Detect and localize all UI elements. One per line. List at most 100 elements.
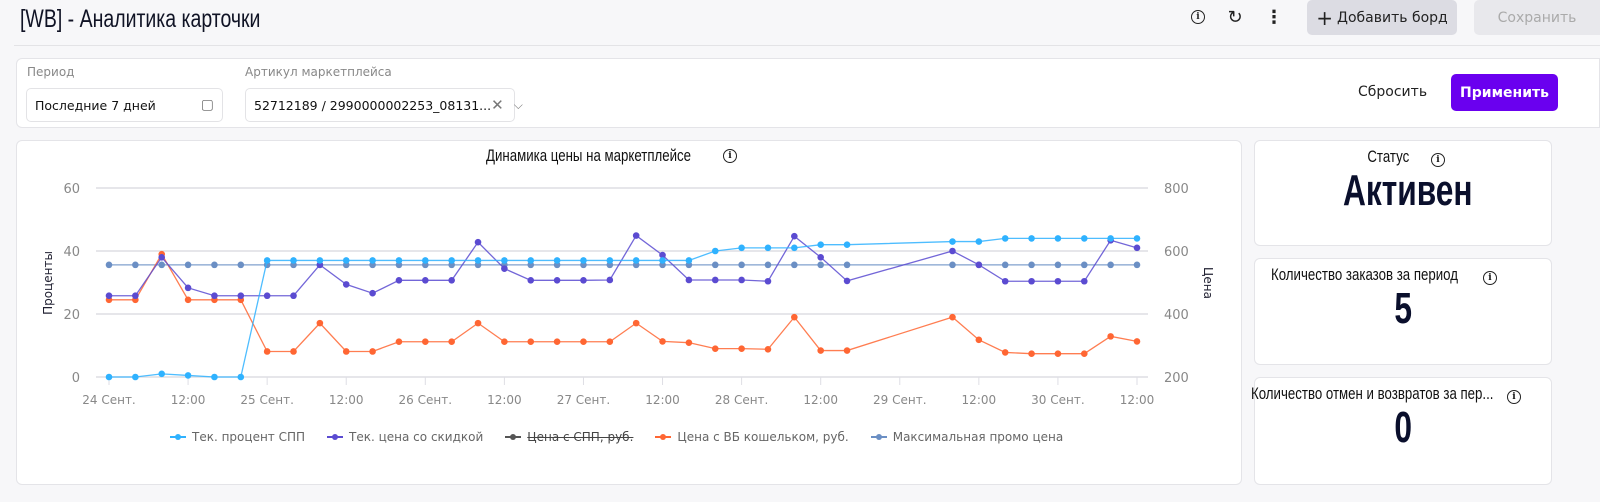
chart-legend: Тек. процент СПП Тек. цена со скидкой Цена… [170, 430, 1063, 444]
returns-value: 0 [1394, 403, 1412, 452]
x-tick-label: 12:00 [962, 393, 997, 407]
data-point [132, 373, 139, 381]
divider [14, 45, 1600, 46]
data-point [949, 247, 956, 255]
article-value: 52712189 / 2990000002253_08131... [254, 97, 492, 113]
data-point [395, 257, 403, 264]
data-point [184, 284, 192, 292]
x-tick-label: 12:00 [803, 393, 838, 407]
info-icon[interactable]: i [1431, 153, 1445, 167]
data-point [711, 276, 719, 284]
data-point [395, 276, 403, 284]
data-point [1028, 261, 1035, 269]
data-point [1107, 333, 1114, 340]
data-point [843, 261, 851, 269]
status-card: Статус i Активен [1254, 140, 1552, 246]
info-icon[interactable]: i [1187, 6, 1209, 28]
data-point [501, 338, 508, 346]
x-tick-label: 12:00 [1120, 393, 1155, 407]
period-select[interactable]: Последние 7 дней ▢ [26, 88, 223, 122]
data-point [448, 338, 455, 346]
data-point [448, 276, 455, 284]
legend-marker-icon [170, 434, 186, 440]
chevron-down-icon[interactable]: ⌵ [513, 97, 523, 112]
card-title: Количество заказов за период [1271, 265, 1459, 284]
data-point [105, 292, 113, 300]
data-point [580, 276, 587, 284]
clear-icon[interactable]: ✕ [491, 96, 504, 114]
x-tick-label: 29 Сент. [873, 393, 927, 407]
data-point [791, 232, 798, 240]
data-point [764, 277, 772, 285]
y-axis-label: Проценты [41, 251, 55, 315]
series-line [109, 234, 1138, 297]
info-icon[interactable]: i [723, 149, 737, 163]
data-point [422, 257, 429, 264]
data-point [448, 257, 455, 264]
apply-button[interactable]: Применить [1451, 74, 1558, 111]
data-point [527, 276, 535, 284]
reset-button[interactable]: Сбросить [1358, 84, 1428, 100]
data-point [369, 257, 376, 264]
x-tick-label: 25 Сент. [240, 393, 294, 407]
data-point [527, 338, 535, 346]
more-vertical-icon[interactable]: ⋮ [1265, 6, 1283, 28]
data-point [369, 289, 376, 297]
data-point [184, 372, 192, 379]
data-point [606, 338, 614, 346]
data-point [606, 257, 614, 264]
y-tick-label: 40 [63, 245, 80, 260]
legend-item[interactable]: Цена с ВБ кошельком, руб. [655, 430, 849, 444]
data-point [1080, 277, 1088, 285]
x-tick-label: 12:00 [645, 393, 680, 407]
data-point [606, 276, 614, 284]
period-label: Период [27, 65, 75, 79]
y-right-tick-label: 200 [1164, 371, 1189, 386]
card-title: Статус [1367, 147, 1410, 166]
legend-item[interactable]: Максимальная промо цена [870, 430, 1063, 444]
data-point [1028, 350, 1035, 357]
data-point [316, 319, 324, 327]
x-tick-label: 28 Сент. [715, 393, 769, 407]
data-point [1054, 235, 1062, 242]
add-board-button[interactable]: + Добавить борд [1307, 0, 1457, 35]
chart-title: Динамика цены на маркетплейсе i [486, 146, 737, 166]
legend-item[interactable]: Цена с СПП, руб. [505, 430, 633, 444]
info-icon[interactable]: i [1507, 390, 1521, 404]
legend-label: Тек. цена со скидкой [349, 430, 484, 444]
x-tick-label: 24 Сент. [82, 393, 136, 407]
legend-item[interactable]: Тек. цена со скидкой [327, 430, 483, 444]
data-point [1107, 261, 1114, 269]
data-point [949, 261, 956, 269]
data-point [817, 261, 824, 269]
article-select[interactable]: 52712189 / 2990000002253_08131... ✕ ⌵ [245, 88, 523, 122]
y-tick-label: 60 [63, 182, 80, 197]
legend-item[interactable]: Тек. процент СПП [170, 430, 305, 444]
data-point [211, 261, 218, 269]
data-point [1133, 261, 1141, 269]
data-point [632, 257, 640, 264]
data-point [369, 348, 376, 355]
data-point [1107, 235, 1114, 242]
data-point [1028, 277, 1035, 285]
info-icon[interactable]: i [1483, 271, 1497, 285]
data-point [764, 244, 772, 252]
data-point [843, 277, 851, 285]
data-point [738, 244, 745, 252]
refresh-icon[interactable]: ↻ [1227, 6, 1243, 28]
data-point [553, 338, 561, 346]
data-point [949, 238, 956, 245]
data-point [342, 348, 350, 355]
x-tick-label: 30 Сент. [1031, 393, 1085, 407]
chart-title-text: Динамика цены на маркетплейсе [486, 146, 692, 165]
status-value: Активен [1343, 166, 1473, 215]
data-point [791, 244, 798, 252]
data-point [975, 261, 983, 269]
data-point [290, 348, 297, 355]
save-button[interactable]: Сохранить [1474, 0, 1600, 35]
data-point [1054, 277, 1062, 285]
price-chart-card [16, 140, 1242, 485]
data-point [237, 292, 245, 300]
data-point [975, 336, 983, 344]
x-tick-label: 12:00 [487, 393, 522, 407]
